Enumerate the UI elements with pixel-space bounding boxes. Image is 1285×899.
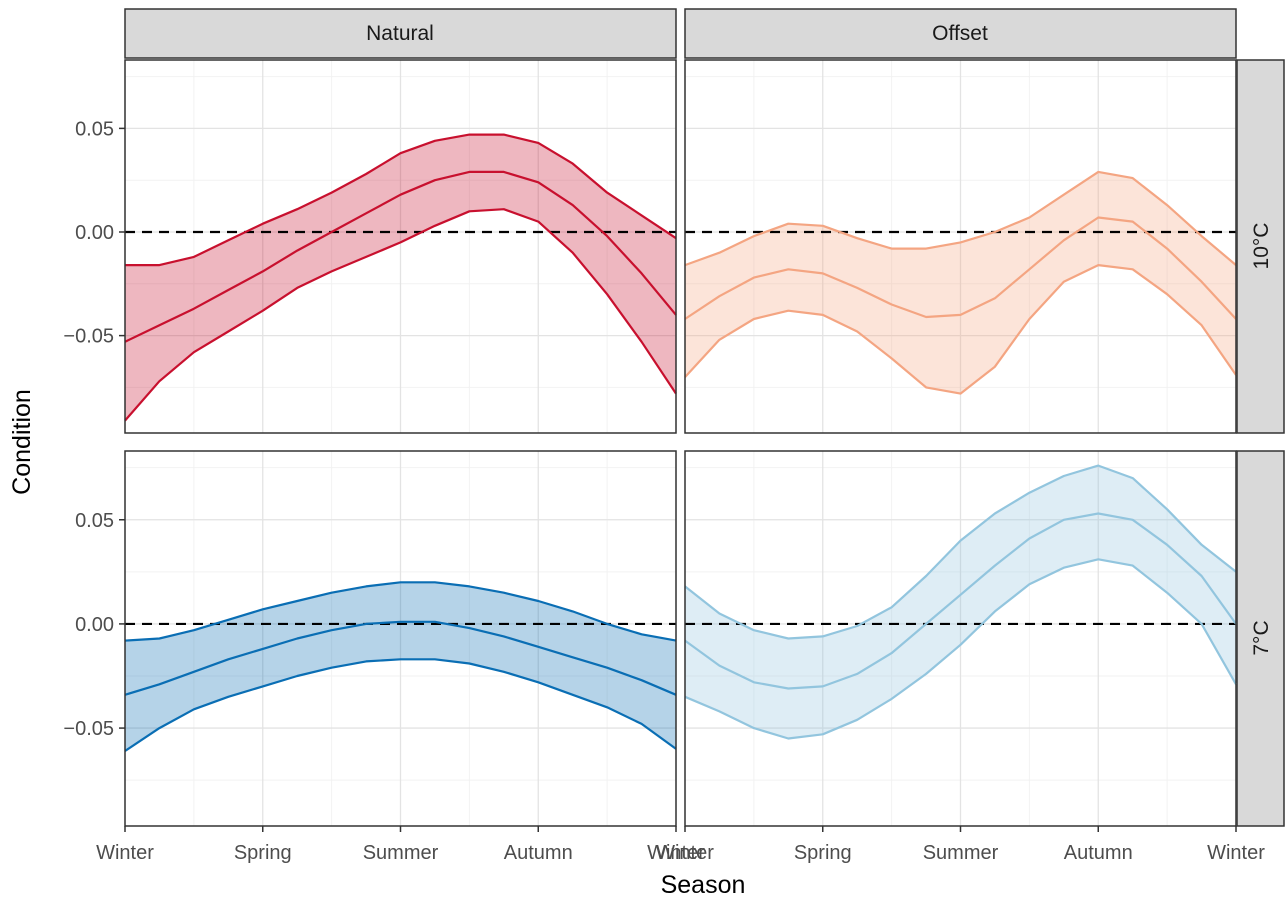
upper-bound-line bbox=[125, 133, 677, 267]
upper-bound-line bbox=[684, 170, 1237, 267]
x-tick-label: Autumn bbox=[504, 842, 573, 864]
confidence-ribbon bbox=[685, 171, 1236, 394]
x-tick-label: Winter bbox=[96, 842, 154, 864]
panel-10c-offset bbox=[684, 59, 1237, 434]
strip-10c-label: 10°C bbox=[1250, 223, 1273, 270]
confidence-ribbon bbox=[685, 465, 1236, 739]
panel-10c-natural bbox=[124, 59, 677, 434]
x-tick-label: Spring bbox=[234, 842, 292, 864]
strip-natural-label: Natural bbox=[366, 22, 434, 45]
x-tick-label: Summer bbox=[363, 842, 439, 864]
x-axis-title: Season bbox=[661, 871, 746, 899]
upper-bound-line bbox=[124, 581, 677, 642]
y-tick-label: 0.05 bbox=[75, 118, 114, 140]
x-tick-label: Winter bbox=[1207, 842, 1265, 864]
panel-border bbox=[124, 59, 677, 434]
confidence-ribbon bbox=[125, 134, 676, 421]
fitted-line bbox=[684, 512, 1237, 690]
upper-bound-line bbox=[684, 464, 1237, 640]
strip-offset-bg bbox=[684, 8, 1237, 59]
x-tick-label: Summer bbox=[923, 842, 999, 864]
x-tick-label: Autumn bbox=[1064, 842, 1133, 864]
x-tick-label: Winter bbox=[647, 842, 705, 864]
panels-layer bbox=[124, 59, 1237, 827]
panel-7c-offset bbox=[684, 450, 1237, 827]
y-tick-label: −0.05 bbox=[63, 326, 114, 348]
x-tick-label: Spring bbox=[794, 842, 852, 864]
y-tick-label: 0.00 bbox=[75, 614, 114, 636]
panel-border bbox=[684, 59, 1237, 434]
strip-natural-bg bbox=[124, 8, 677, 59]
lower-bound-line bbox=[684, 558, 1237, 740]
strip-offset-label: Offset bbox=[932, 22, 988, 45]
y-tick-label: 0.00 bbox=[75, 222, 114, 244]
strip-10c-bg bbox=[1236, 59, 1285, 434]
strip-7c-bg bbox=[1236, 450, 1285, 827]
y-axis-title: Condition bbox=[8, 389, 36, 495]
panel-7c-natural bbox=[124, 450, 677, 827]
y-tick-label: 0.05 bbox=[75, 510, 114, 532]
fitted-line bbox=[684, 216, 1237, 320]
lower-bound-line bbox=[124, 208, 677, 422]
fitted-line bbox=[124, 170, 677, 343]
strip-7c-label: 7°C bbox=[1250, 620, 1273, 655]
lower-bound-line bbox=[684, 264, 1237, 395]
y-tick-label: −0.05 bbox=[63, 718, 114, 740]
x-tick-label: Winter bbox=[656, 842, 714, 864]
y-ticks-layer: −0.05 0.00 0.05 −0.05 0.00 0.05 bbox=[63, 118, 125, 740]
fitted-line bbox=[124, 620, 677, 696]
lower-bound-line bbox=[124, 658, 677, 752]
